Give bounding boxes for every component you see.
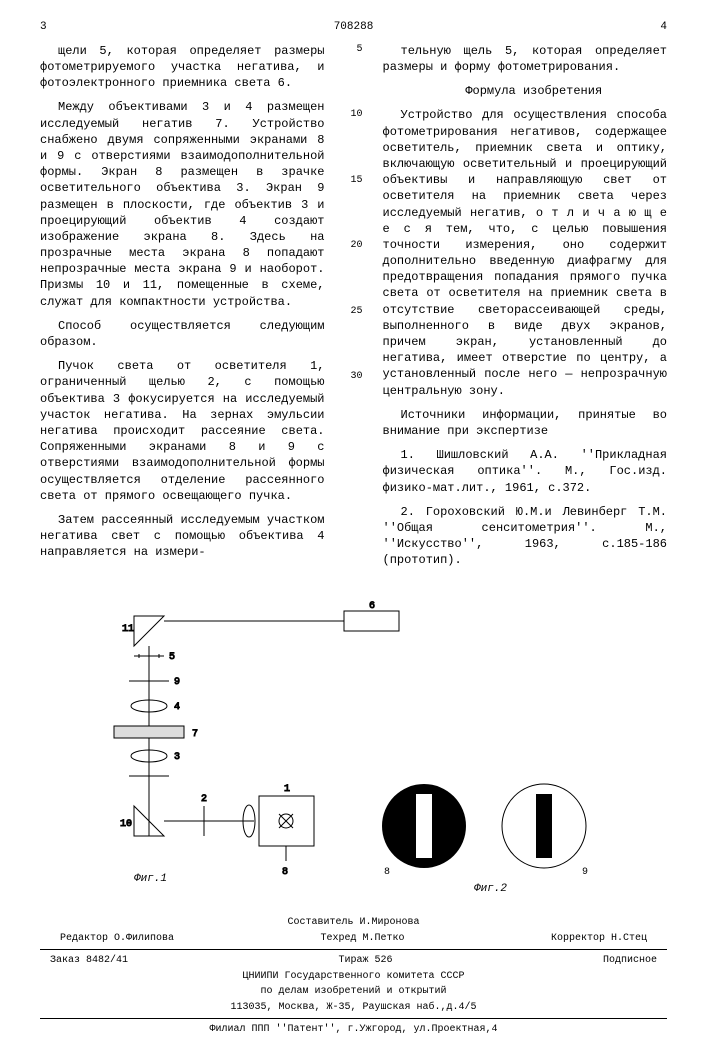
- lineno: 5: [345, 43, 363, 57]
- text-columns: щели 5, которая определяет размеры фотом…: [40, 43, 667, 577]
- para: Пучок света от осветителя 1, ограниченны…: [40, 358, 325, 504]
- fig2-label: Фиг.2: [474, 883, 507, 895]
- label-7: 7: [192, 729, 198, 740]
- address: 113035, Москва, Ж-35, Раушская наб.,д.4/…: [40, 1001, 667, 1015]
- sources-title: Источники информации, принятые во вниман…: [383, 407, 668, 439]
- lineno: 30: [345, 370, 363, 384]
- compiler: Составитель И.Миронова: [40, 916, 667, 930]
- label-2: 2: [201, 794, 207, 805]
- lineno: 15: [345, 174, 363, 188]
- label-5: 5: [169, 652, 175, 663]
- para: Между объективами 3 и 4 размещен исследу…: [40, 99, 325, 309]
- editor: Редактор О.Филипова: [60, 932, 174, 946]
- label-10: 10: [120, 819, 132, 830]
- tirazh: Тираж 526: [338, 954, 392, 968]
- corrector: Корректор Н.Стец: [551, 932, 647, 946]
- para: Способ осуществляется следующим образом.: [40, 318, 325, 350]
- org1: ЦНИИПИ Государственного комитета СССР: [40, 970, 667, 984]
- source-1: 1. Шишловский А.А. ''Прикладная физическ…: [383, 447, 668, 496]
- doc-number: 708288: [334, 20, 374, 35]
- source-2: 2. Гороховский Ю.М.и Левинберг Т.М. ''Об…: [383, 504, 668, 569]
- para: щели 5, которая определяет размеры фотом…: [40, 43, 325, 92]
- branch: Филиал ППП ''Патент'', г.Ужгород, ул.Про…: [40, 1023, 667, 1037]
- label-11: 11: [122, 624, 134, 635]
- subscript: Подписное: [603, 954, 657, 968]
- techred: Техред М.Петко: [321, 932, 405, 946]
- label-4: 4: [174, 702, 180, 713]
- lineno: 10: [345, 108, 363, 122]
- label-9b: 9: [582, 867, 588, 878]
- lineno: 20: [345, 239, 363, 253]
- left-column: щели 5, которая определяет размеры фотом…: [40, 43, 325, 577]
- page-num-right: 4: [660, 20, 667, 35]
- page-num-left: 3: [40, 20, 47, 35]
- para: тельную щель 5, которая определяет разме…: [383, 43, 668, 75]
- para: Устройство для осуществления способа фот…: [383, 107, 668, 398]
- figures: 11 6 5 9 4 7: [40, 596, 667, 896]
- order: Заказ 8482/41: [50, 954, 128, 968]
- label-6: 6: [369, 601, 375, 612]
- formula-title: Формула изобретения: [383, 83, 668, 99]
- label-3: 3: [174, 752, 180, 763]
- header: 3 708288 4: [40, 20, 667, 35]
- lineno: 25: [345, 305, 363, 319]
- footer: Составитель И.Миронова Редактор О.Филипо…: [40, 916, 667, 1037]
- fig1-label: Фиг.1: [134, 873, 167, 885]
- label-8b: 8: [384, 867, 390, 878]
- org2: по делам изобретений и открытий: [40, 985, 667, 999]
- right-column: тельную щель 5, которая определяет разме…: [383, 43, 668, 577]
- figure-svg: 11 6 5 9 4 7: [74, 596, 634, 896]
- label-9: 9: [174, 677, 180, 688]
- line-numbers: 5 10 15 20 25 30: [345, 43, 363, 577]
- label-1: 1: [284, 784, 290, 795]
- para: Затем рассеянный исследуемым участком не…: [40, 512, 325, 561]
- page: 3 708288 4 щели 5, которая определяет ра…: [0, 0, 707, 1059]
- label-8: 8: [282, 867, 288, 878]
